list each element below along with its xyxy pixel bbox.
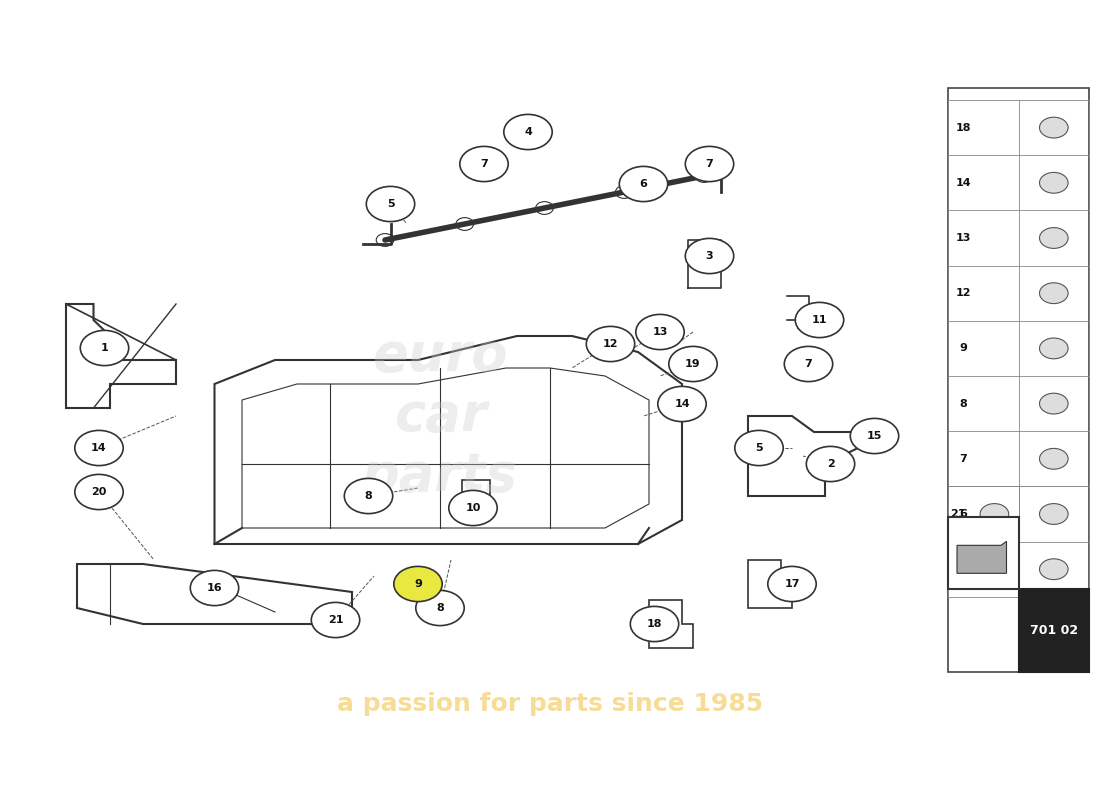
Circle shape [735,430,783,466]
Text: 19: 19 [685,359,701,369]
Circle shape [1040,227,1068,248]
Polygon shape [957,542,1006,574]
Text: 9: 9 [959,343,968,354]
Circle shape [685,146,734,182]
Circle shape [416,590,464,626]
Circle shape [1040,283,1068,304]
Circle shape [1040,172,1068,193]
Text: 19: 19 [950,564,966,574]
Circle shape [980,558,1009,579]
Circle shape [80,330,129,366]
Circle shape [460,146,508,182]
Text: 3: 3 [706,251,713,261]
Text: 14: 14 [674,399,690,409]
Text: 6: 6 [639,179,648,189]
Circle shape [980,504,1009,525]
Text: 5: 5 [756,443,762,453]
Circle shape [1040,393,1068,414]
Circle shape [366,186,415,222]
Circle shape [795,302,844,338]
Circle shape [636,314,684,350]
Text: 7: 7 [705,159,714,169]
Circle shape [850,418,899,454]
Text: euro
car
parts: euro car parts [362,330,518,502]
Text: 17: 17 [784,579,800,589]
Circle shape [619,166,668,202]
Circle shape [75,430,123,466]
Text: 21: 21 [950,509,966,519]
Circle shape [685,238,734,274]
Circle shape [449,490,497,526]
Text: 7: 7 [959,454,968,464]
Text: 12: 12 [603,339,618,349]
Text: 18: 18 [956,122,971,133]
FancyBboxPatch shape [1019,589,1089,672]
Circle shape [1040,448,1068,469]
Text: 10: 10 [465,503,481,513]
Text: 16: 16 [207,583,222,593]
Text: 2: 2 [826,459,835,469]
Text: 8: 8 [364,491,373,501]
Text: 7: 7 [480,159,488,169]
Text: 18: 18 [647,619,662,629]
Circle shape [980,558,1009,579]
Text: 14: 14 [956,178,971,188]
FancyBboxPatch shape [948,518,1019,589]
Text: 8: 8 [436,603,444,613]
Text: 20: 20 [91,487,107,497]
Circle shape [669,346,717,382]
Circle shape [768,566,816,602]
Circle shape [586,326,635,362]
Text: 13: 13 [956,233,971,243]
Text: 14: 14 [91,443,107,453]
Text: a passion for parts since 1985: a passion for parts since 1985 [337,692,763,716]
Circle shape [75,474,123,510]
Circle shape [190,570,239,606]
Circle shape [658,386,706,422]
Circle shape [806,446,855,482]
Text: 701 02: 701 02 [1030,624,1078,637]
Text: 9: 9 [414,579,422,589]
Text: 15: 15 [867,431,882,441]
Circle shape [784,346,833,382]
Text: 5: 5 [960,564,967,574]
Circle shape [344,478,393,514]
Text: 13: 13 [652,327,668,337]
Text: 7: 7 [804,359,813,369]
Circle shape [1040,504,1068,525]
Circle shape [504,114,552,150]
Text: 8: 8 [959,398,968,409]
Text: 12: 12 [956,288,971,298]
Circle shape [394,566,442,602]
Circle shape [1040,117,1068,138]
Text: 11: 11 [812,315,827,325]
Text: 1: 1 [100,343,109,353]
Circle shape [1040,338,1068,358]
FancyBboxPatch shape [948,88,1089,672]
Text: 21: 21 [328,615,343,625]
Circle shape [311,602,360,638]
Circle shape [1040,558,1068,579]
Text: 5: 5 [387,199,394,209]
Text: 20: 20 [950,564,966,574]
Text: 4: 4 [524,127,532,137]
Circle shape [630,606,679,642]
Text: 6: 6 [959,509,968,519]
